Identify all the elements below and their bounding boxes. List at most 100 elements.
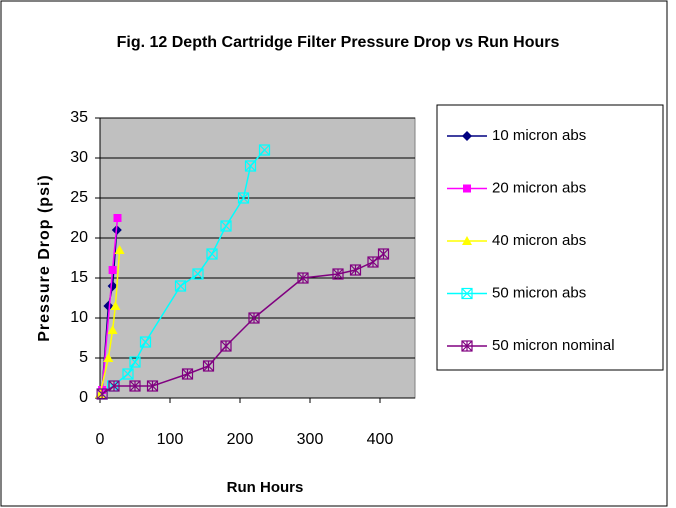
marker-shape xyxy=(206,248,218,260)
legend-label: 10 micron abs xyxy=(492,127,586,144)
marker xyxy=(107,325,118,334)
marker xyxy=(129,356,141,368)
legend-label: 40 micron abs xyxy=(492,232,586,249)
marker-shape xyxy=(175,280,186,292)
marker xyxy=(206,248,218,260)
y-tick-label: 35 xyxy=(70,109,88,126)
marker-shape xyxy=(378,248,389,260)
marker xyxy=(146,380,159,392)
y-tick-label: 20 xyxy=(70,229,88,246)
marker-shape xyxy=(244,160,257,172)
chart-title: Fig. 12 Depth Cartridge Filter Pressure … xyxy=(117,34,560,51)
marker-shape xyxy=(248,312,260,324)
legend-label: 20 micron abs xyxy=(492,179,586,196)
marker-shape xyxy=(108,266,117,274)
marker-shape xyxy=(220,340,232,352)
marker-shape xyxy=(192,268,204,280)
marker-shape xyxy=(182,368,193,380)
marker-shape xyxy=(129,356,141,368)
marker-shape xyxy=(367,256,379,268)
marker-shape xyxy=(461,288,473,299)
x-tick-label: 300 xyxy=(297,431,324,448)
marker xyxy=(237,192,250,204)
marker xyxy=(181,368,194,380)
marker xyxy=(377,248,390,260)
marker-shape xyxy=(245,160,256,172)
marker-shape xyxy=(461,340,473,352)
marker-shape xyxy=(129,356,141,368)
marker-shape xyxy=(107,325,118,334)
marker-shape xyxy=(114,245,125,254)
y-tick-label: 15 xyxy=(70,269,88,286)
marker xyxy=(332,268,344,280)
marker-shape xyxy=(237,192,250,204)
legend-label: 50 micron nominal xyxy=(492,337,615,354)
x-tick-label: 100 xyxy=(157,431,184,448)
marker-shape xyxy=(332,268,344,280)
legend-box xyxy=(436,104,664,371)
marker xyxy=(114,245,125,254)
y-tick-label: 10 xyxy=(70,309,88,326)
marker-shape xyxy=(462,131,472,141)
marker-shape xyxy=(103,353,114,362)
legend-marker xyxy=(462,236,472,245)
marker-shape xyxy=(122,368,134,380)
x-tick-label: 0 xyxy=(96,431,105,448)
y-tick-label: 5 xyxy=(79,349,88,366)
x-tick-label: 200 xyxy=(227,431,254,448)
legend-marker xyxy=(461,340,473,352)
marker xyxy=(367,256,379,268)
marker xyxy=(192,268,204,280)
marker xyxy=(220,340,232,352)
y-tick-label: 30 xyxy=(70,149,88,166)
marker xyxy=(202,360,215,372)
legend-marker xyxy=(463,184,471,193)
marker-shape xyxy=(113,214,122,222)
legend-label: 50 micron abs xyxy=(492,284,586,301)
marker-shape xyxy=(203,360,214,372)
marker xyxy=(110,301,121,310)
marker xyxy=(108,266,117,274)
marker-shape xyxy=(147,380,158,392)
marker-shape xyxy=(220,220,232,232)
marker-shape xyxy=(463,184,471,193)
marker-shape xyxy=(140,336,151,348)
marker xyxy=(139,336,152,348)
marker xyxy=(244,160,257,172)
marker xyxy=(297,272,309,284)
marker xyxy=(349,264,362,276)
marker xyxy=(108,380,120,392)
marker-shape xyxy=(258,144,271,156)
marker-shape xyxy=(103,301,114,311)
marker-shape xyxy=(350,264,361,276)
marker xyxy=(248,312,260,324)
marker-shape xyxy=(110,301,121,310)
marker-shape xyxy=(129,380,141,392)
marker-shape xyxy=(192,268,204,280)
marker-shape xyxy=(206,248,218,260)
marker-shape xyxy=(174,280,187,292)
marker xyxy=(258,144,271,156)
x-tick-label: 400 xyxy=(367,431,394,448)
marker-shape xyxy=(122,368,134,380)
marker-shape xyxy=(139,336,152,348)
marker xyxy=(122,368,134,380)
marker xyxy=(174,280,187,292)
marker-shape xyxy=(259,144,270,156)
marker-shape xyxy=(96,388,108,400)
marker xyxy=(113,214,122,222)
y-tick-label: 0 xyxy=(79,389,88,406)
marker-shape xyxy=(107,281,118,291)
legend-marker xyxy=(462,131,472,141)
y-axis-title: Pressure Drop (psi) xyxy=(36,174,53,341)
marker xyxy=(96,388,108,400)
marker xyxy=(220,220,232,232)
marker-shape xyxy=(238,192,249,204)
y-tick-label: 25 xyxy=(70,189,88,206)
marker xyxy=(103,353,114,362)
marker xyxy=(129,380,141,392)
marker-shape xyxy=(220,220,232,232)
marker xyxy=(107,281,118,291)
marker-shape xyxy=(461,287,473,300)
